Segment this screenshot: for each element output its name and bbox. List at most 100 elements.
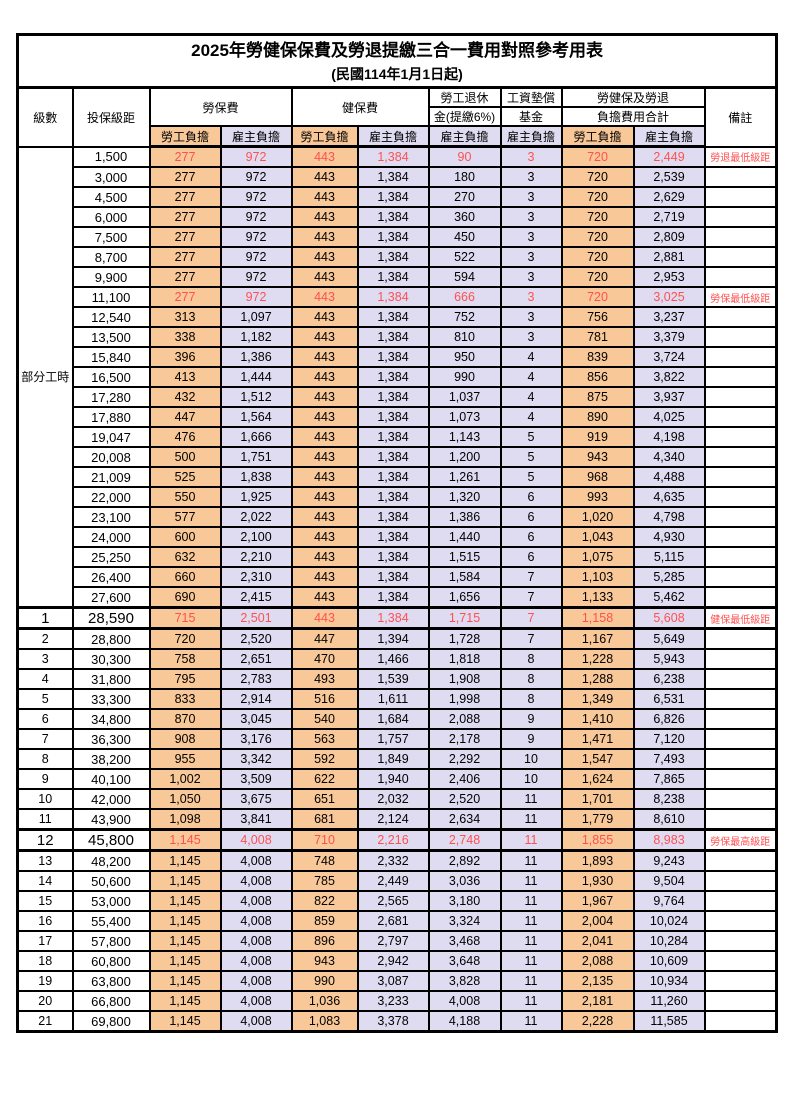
cell-level: 4 <box>16 668 74 690</box>
cell-total-employer: 11,260 <box>632 990 706 1012</box>
cell-total-employee: 919 <box>560 426 635 448</box>
cell-level: 5 <box>16 688 74 710</box>
cell-wage-fund-employer: 3 <box>499 246 563 268</box>
cell-total-employee: 1,103 <box>560 566 635 588</box>
cell-labor-employer: 2,022 <box>219 506 293 528</box>
cell-wage-fund-employer: 8 <box>499 648 563 670</box>
cell-health-employee: 443 <box>290 186 359 208</box>
cell-bracket: 22,000 <box>71 486 151 508</box>
cell-health-employer: 1,384 <box>356 346 430 368</box>
cell-wage-fund-employer: 8 <box>499 688 563 710</box>
cell-health-employee: 592 <box>290 748 359 770</box>
cell-note <box>703 386 778 408</box>
cell-total-employee: 1,779 <box>560 808 635 831</box>
cell-labor-employee: 500 <box>148 446 222 468</box>
cell-labor-employee: 870 <box>148 708 222 730</box>
cell-total-employee: 1,288 <box>560 668 635 690</box>
cell-labor-employee: 1,145 <box>148 990 222 1012</box>
subheader-labor-employee: 勞工負擔 <box>148 125 222 148</box>
cell-health-employer: 1,384 <box>356 145 430 168</box>
cell-labor-employer: 3,841 <box>219 808 293 831</box>
cell-total-employer: 3,237 <box>632 306 706 328</box>
table-row: 19 63,800 1,145 4,008 990 3,087 3,828 11 2,135 10… <box>16 970 778 992</box>
cell-labor-employee: 1,145 <box>148 970 222 992</box>
cell-labor-employer: 1,097 <box>219 306 293 328</box>
cell-total-employee: 1,967 <box>560 890 635 912</box>
subheader-total-employer: 雇主負擔 <box>632 125 706 148</box>
cell-note <box>703 748 778 770</box>
cell-total-employer: 5,608 <box>632 606 706 630</box>
cell-labor-employee: 690 <box>148 586 222 609</box>
cell-health-employer: 1,384 <box>356 546 430 568</box>
cell-total-employee: 720 <box>560 246 635 268</box>
cell-bracket: 17,880 <box>71 406 151 428</box>
header-level: 級數 <box>16 86 74 148</box>
table-row: 17 57,800 1,145 4,008 896 2,797 3,468 11 2,041 10… <box>16 930 778 952</box>
cell-health-employee: 443 <box>290 386 359 408</box>
cell-total-employer: 5,943 <box>632 648 706 670</box>
cell-wage-fund-employer: 4 <box>499 406 563 428</box>
table-row: 15,840 396 1,386 443 1,384 950 4 839 3,724 <box>18 346 778 368</box>
cell-total-employee: 1,471 <box>560 728 635 750</box>
cell-level: 9 <box>16 768 74 790</box>
cell-note: 勞保最低級距 <box>703 286 778 308</box>
cell-labor-employee: 795 <box>148 668 222 690</box>
table-row: 16 55,400 1,145 4,008 859 2,681 3,324 11 2,004 10… <box>16 910 778 932</box>
subheader-pension-employer: 雇主負擔 <box>427 125 502 148</box>
cell-total-employee: 720 <box>560 186 635 208</box>
cell-health-employer: 1,384 <box>356 526 430 548</box>
cell-note <box>703 226 778 248</box>
cell-health-employer: 1,384 <box>356 166 430 188</box>
cell-bracket: 19,047 <box>71 426 151 448</box>
cell-health-employee: 443 <box>290 586 359 609</box>
cell-total-employee: 2,228 <box>560 1010 635 1033</box>
cell-bracket: 25,250 <box>71 546 151 568</box>
cell-bracket: 26,400 <box>71 566 151 588</box>
cell-wage-fund-employer: 5 <box>499 446 563 468</box>
header-labor-insurance: 勞保費 <box>148 86 293 127</box>
cell-bracket: 21,009 <box>71 466 151 488</box>
cell-health-employee: 443 <box>290 246 359 268</box>
cell-total-employer: 9,243 <box>632 849 706 872</box>
table-row: 12,540 313 1,097 443 1,384 752 3 756 3,237 <box>18 306 778 328</box>
table-row: 16,500 413 1,444 443 1,384 990 4 856 3,822 <box>18 366 778 388</box>
cell-pension-employer: 1,908 <box>427 668 502 690</box>
cell-level: 17 <box>16 930 74 952</box>
cell-wage-fund-employer: 11 <box>499 870 563 892</box>
cell-health-employer: 1,384 <box>356 206 430 228</box>
cell-health-employee: 443 <box>290 366 359 388</box>
table-row: 13 48,200 1,145 4,008 748 2,332 2,892 11 1,893 9,… <box>16 849 778 872</box>
cell-pension-employer: 3,036 <box>427 870 502 892</box>
subheader-labor-employer: 雇主負擔 <box>219 125 293 148</box>
cell-bracket: 66,800 <box>71 990 151 1012</box>
cell-labor-employee: 1,145 <box>148 890 222 912</box>
cell-labor-employer: 1,182 <box>219 326 293 348</box>
cell-total-employee: 1,075 <box>560 546 635 568</box>
cell-total-employer: 4,025 <box>632 406 706 428</box>
cell-labor-employee: 413 <box>148 366 222 388</box>
cell-wage-fund-employer: 5 <box>499 466 563 488</box>
cell-bracket: 24,000 <box>71 526 151 548</box>
cell-total-employer: 2,809 <box>632 226 706 248</box>
header-total-line1: 勞健保及勞退 <box>560 86 706 108</box>
cell-bracket: 27,600 <box>71 586 151 609</box>
cell-health-employee: 443 <box>290 466 359 488</box>
cell-wage-fund-employer: 3 <box>499 306 563 328</box>
cell-health-employer: 1,539 <box>356 668 430 690</box>
cell-labor-employee: 660 <box>148 566 222 588</box>
cell-note <box>703 849 778 872</box>
cell-note <box>703 627 778 650</box>
page-subtitle: (民國114年1月1日起) <box>331 66 463 82</box>
header-health-insurance: 健保費 <box>290 86 430 127</box>
cell-note <box>703 808 778 831</box>
cell-health-employer: 1,757 <box>356 728 430 750</box>
cell-health-employer: 1,384 <box>356 266 430 288</box>
cell-total-employee: 781 <box>560 326 635 348</box>
cell-pension-employer: 990 <box>427 366 502 388</box>
table-row: 26,400 660 2,310 443 1,384 1,584 7 1,103 5,285 <box>18 566 778 588</box>
cell-total-employer: 6,826 <box>632 708 706 730</box>
cell-note <box>703 950 778 972</box>
cell-total-employee: 943 <box>560 446 635 468</box>
cell-health-employer: 1,684 <box>356 708 430 730</box>
cell-health-employee: 443 <box>290 226 359 248</box>
